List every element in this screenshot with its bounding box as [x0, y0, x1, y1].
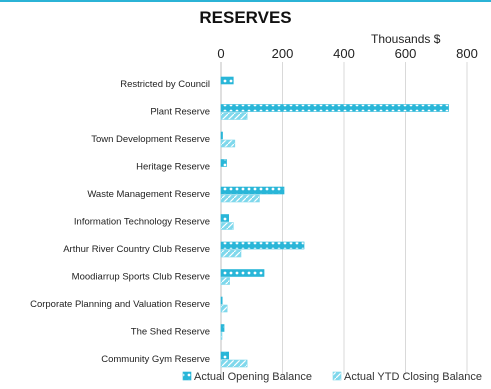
axis-unit-label: Thousands $ [371, 32, 441, 46]
opening-balance-bar [220, 324, 225, 332]
closing-balance-bar [220, 277, 230, 285]
x-tick-label: 800 [456, 46, 478, 61]
opening-balance-bar [220, 269, 265, 277]
top-accent-line [0, 0, 491, 2]
x-tick-label: 0 [217, 46, 224, 61]
category-label: Plant Reserve [150, 107, 210, 118]
closing-balance-bar [220, 139, 236, 148]
closing-balance-bar [220, 332, 223, 340]
opening-balance-bar [220, 131, 223, 140]
opening-balance-bar [220, 159, 227, 167]
category-label: Arthur River Country Club Reserve [63, 244, 210, 255]
category-label: Waste Management Reserve [87, 189, 210, 200]
opening-balance-bar [220, 104, 449, 112]
x-tick-label: 600 [395, 46, 417, 61]
closing-balance-bar [220, 249, 242, 258]
legend-opening-balance-label: Actual Opening Balance [194, 371, 312, 383]
opening-balance-bar [220, 214, 229, 222]
x-tick-label: 400 [333, 46, 355, 61]
legend-closing-balance-label: Actual YTD Closing Balance [344, 371, 482, 383]
category-label: Corporate Planning and Valuation Reserve [30, 299, 210, 310]
category-label: Heritage Reserve [136, 162, 210, 173]
opening-balance-bar [220, 296, 223, 305]
closing-balance-bar [220, 194, 260, 203]
closing-balance-bar [220, 112, 248, 120]
legend-opening-balance-swatch [182, 371, 192, 381]
closing-balance-bar [220, 222, 234, 230]
category-label: Information Technology Reserve [74, 217, 210, 228]
x-tick-label: 200 [272, 46, 294, 61]
category-label: Restricted by Council [120, 79, 210, 90]
category-label: The Shed Reserve [131, 327, 210, 338]
legend-closing-balance-swatch [332, 371, 342, 381]
opening-balance-bar [220, 241, 305, 250]
category-label: Community Gym Reserve [101, 354, 210, 365]
category-label: Town Development Reserve [91, 134, 210, 145]
opening-balance-bar [220, 186, 285, 195]
category-label: Moodiarrup Sports Club Reserve [72, 272, 210, 283]
closing-balance-bar [220, 304, 228, 313]
opening-balance-bar [220, 351, 229, 360]
chart-title: RESERVES [199, 8, 292, 27]
closing-balance-bar [220, 359, 248, 368]
opening-balance-bar [220, 76, 234, 85]
